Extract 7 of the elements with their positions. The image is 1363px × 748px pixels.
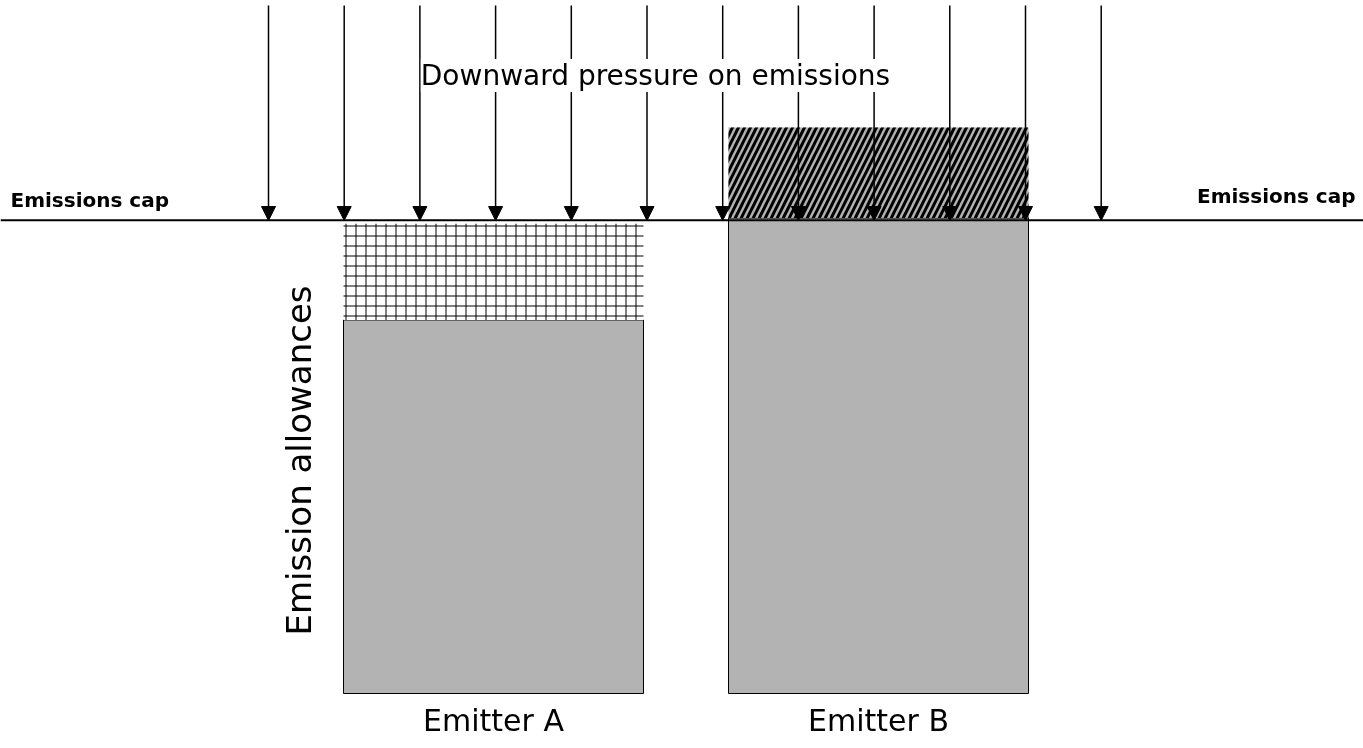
y-axis-title: Emission allowances — [278, 285, 319, 636]
ref-line-label: Emissions cap — [10, 188, 170, 213]
text: Downward pressure on emissions — [420, 59, 891, 92]
x-tick-label: Emitter B — [808, 702, 949, 738]
x-tick-label: Emitter A — [423, 702, 565, 738]
bar — [343, 319, 644, 694]
text: Emissions cap — [1196, 184, 1356, 209]
